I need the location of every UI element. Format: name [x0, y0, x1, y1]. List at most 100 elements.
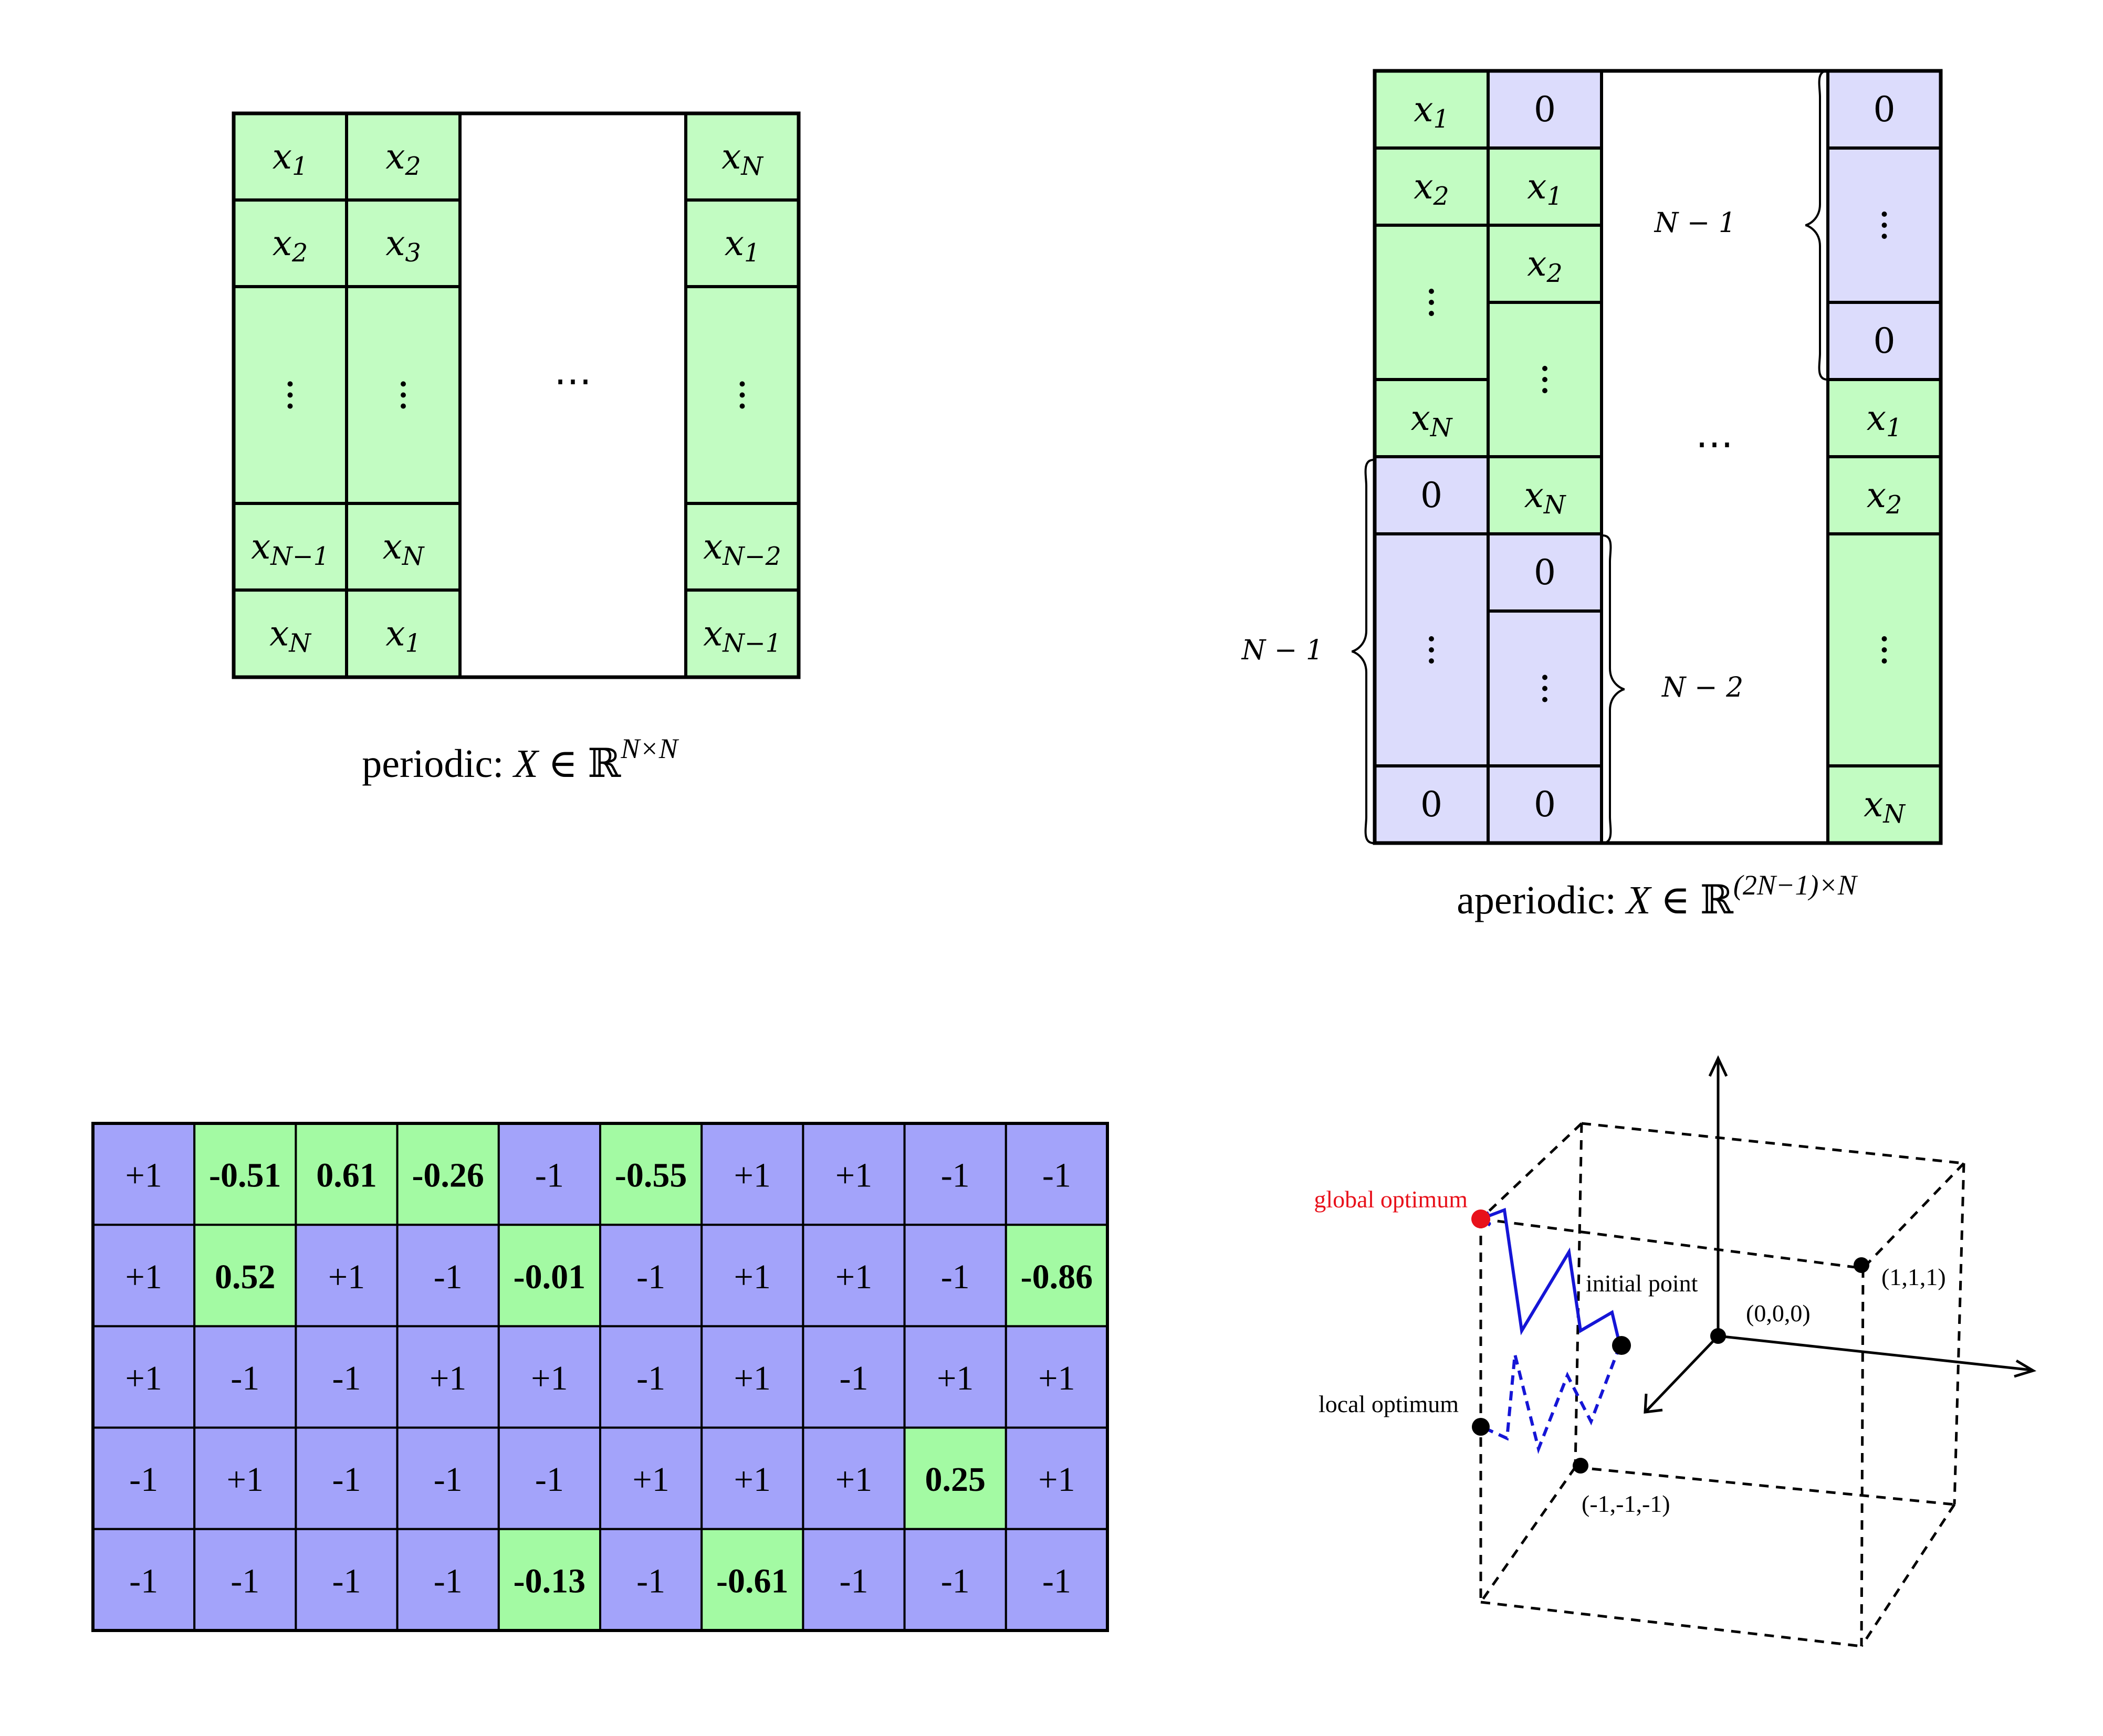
initial-point [1612, 1336, 1631, 1355]
matrix-entry: 0 [1420, 475, 1442, 515]
vdots-dot [287, 381, 293, 387]
matrix-cell [1487, 224, 1603, 304]
grid-cell-value: -0.51 [209, 1156, 281, 1195]
vdots-dot [401, 381, 406, 387]
vdots-dot [1542, 686, 1547, 691]
grid-cell-value: -1 [840, 1562, 869, 1600]
optimization-path-dashed [1481, 1344, 1621, 1454]
grid-cell-value: +1 [734, 1460, 771, 1499]
grid-cell-value: -1 [941, 1156, 970, 1195]
local-optimum-label: local optimum [1319, 1391, 1459, 1417]
matrix-cell [1373, 146, 1490, 227]
grid-cell-value: +1 [734, 1359, 771, 1397]
matrix-cell [345, 502, 462, 592]
grid-cell-value: -1 [434, 1460, 463, 1499]
matrix-entry: 0 [1874, 321, 1896, 361]
vdots-symbol [1429, 636, 1434, 664]
solution-grid-panel: +1 -0.51 0.61 -0.26 -1 -0.55 +1 +1 -1 -1 +1 0.52 +1 -… [91, 1122, 1109, 1632]
vdots-dot [1542, 675, 1547, 680]
relaxed-cell [497, 1224, 601, 1328]
matrix-entry: 0 [1534, 784, 1556, 825]
initial-point-label: initial point [1586, 1270, 1698, 1297]
matrix-entry: x1 [725, 223, 760, 268]
relaxed-cell [193, 1224, 297, 1328]
grid-cell-value: -1 [636, 1562, 665, 1600]
binary-cell [295, 1224, 399, 1328]
grid-cell-value: +1 [125, 1359, 162, 1397]
vdots-symbol [1429, 288, 1434, 317]
matrix-entry: xN−2 [703, 527, 781, 571]
grid-cell-value: -1 [636, 1359, 665, 1397]
vdots-dot [1429, 647, 1434, 653]
grid-cell-value: 0.61 [316, 1156, 377, 1195]
local-optimum-point [1472, 1418, 1490, 1436]
global-optimum-label: global optimum [1314, 1186, 1468, 1213]
x-axis-arrow-icon [2014, 1359, 2037, 1378]
vdots-dot [1881, 636, 1887, 641]
binary-cell [599, 1224, 703, 1328]
grid-cell-value: -1 [332, 1562, 361, 1600]
grid-cell-value: -1 [231, 1359, 259, 1397]
grid-cell-value: -1 [535, 1460, 564, 1499]
ones-label: (1,1,1) [1881, 1264, 1946, 1290]
matrix-outline [1373, 69, 1943, 845]
vdots-dot [1881, 658, 1887, 664]
relaxed-cell [497, 1528, 601, 1632]
binary-cell [802, 1325, 906, 1429]
matrix-cell [232, 502, 348, 592]
vdots-dot [739, 381, 745, 387]
grid-cell-value: +1 [835, 1258, 872, 1296]
brace-top-right [1805, 70, 1828, 381]
cube-edge [1860, 1268, 1865, 1647]
vdots-dot [401, 403, 406, 409]
vdots-dot [1542, 697, 1547, 702]
binary-cell [497, 1325, 601, 1429]
cube-edge [1480, 1122, 1583, 1220]
grid-cell-value: -1 [434, 1258, 463, 1296]
vdots-dot [1542, 365, 1547, 371]
grid-cell-value: +1 [835, 1460, 872, 1499]
grid-cell-value: +1 [937, 1359, 974, 1397]
relaxed-cell [599, 1122, 703, 1226]
cube-edge [1581, 1122, 1964, 1165]
grid-cell-value: -1 [535, 1156, 564, 1195]
optimization-path-solid [1480, 1207, 1621, 1346]
binary-cell [903, 1528, 1007, 1632]
hdots-symbol: ⋯ [554, 359, 592, 403]
matrix-outline [232, 111, 801, 679]
matrix-entry: xN [721, 136, 763, 181]
matrix-cell [1826, 69, 1942, 150]
grid-cell-value: +1 [430, 1359, 466, 1397]
vdots-symbol [1542, 675, 1547, 702]
vdots-symbol [401, 381, 406, 409]
vdots-dot [1881, 223, 1887, 228]
grid-cell-value: -0.86 [1021, 1258, 1093, 1296]
grid-cell-value: -1 [636, 1258, 665, 1296]
matrix-entry: x2 [273, 223, 308, 268]
hypercube-panel: global optimum initial point local optimum… [1314, 1055, 2037, 1648]
binary-cell [396, 1224, 500, 1328]
matrix-entry: x1 [1527, 166, 1562, 211]
cube-edge [1480, 1601, 1862, 1648]
vdots-symbol [739, 381, 745, 409]
hdots-symbol: ⋯ [1696, 422, 1733, 466]
grid-cell-value: -1 [434, 1562, 463, 1600]
grid-cell-value: -0.61 [716, 1562, 788, 1600]
relaxed-cell [193, 1122, 297, 1226]
brace-left-label: N − 1 [1241, 635, 1323, 666]
binary-cell [295, 1426, 399, 1530]
grid-cell-value: -1 [129, 1460, 158, 1499]
cube-edge [1574, 1123, 1583, 1468]
vdots-dot [287, 392, 293, 398]
binary-cell [1005, 1325, 1109, 1429]
matrix-entry: xN−1 [703, 613, 781, 658]
binary-cell [193, 1426, 297, 1530]
grid-cell-value: -0.13 [514, 1562, 585, 1600]
grid-cell-value: -1 [840, 1359, 869, 1397]
grid-cell-value: +1 [328, 1258, 365, 1296]
cube-edge [1479, 1466, 1577, 1603]
vdots-dot [739, 392, 745, 398]
grid-cell-value: +1 [1038, 1460, 1075, 1499]
matrix-entry: x2 [385, 136, 421, 181]
grid-cell-value: +1 [734, 1258, 771, 1296]
